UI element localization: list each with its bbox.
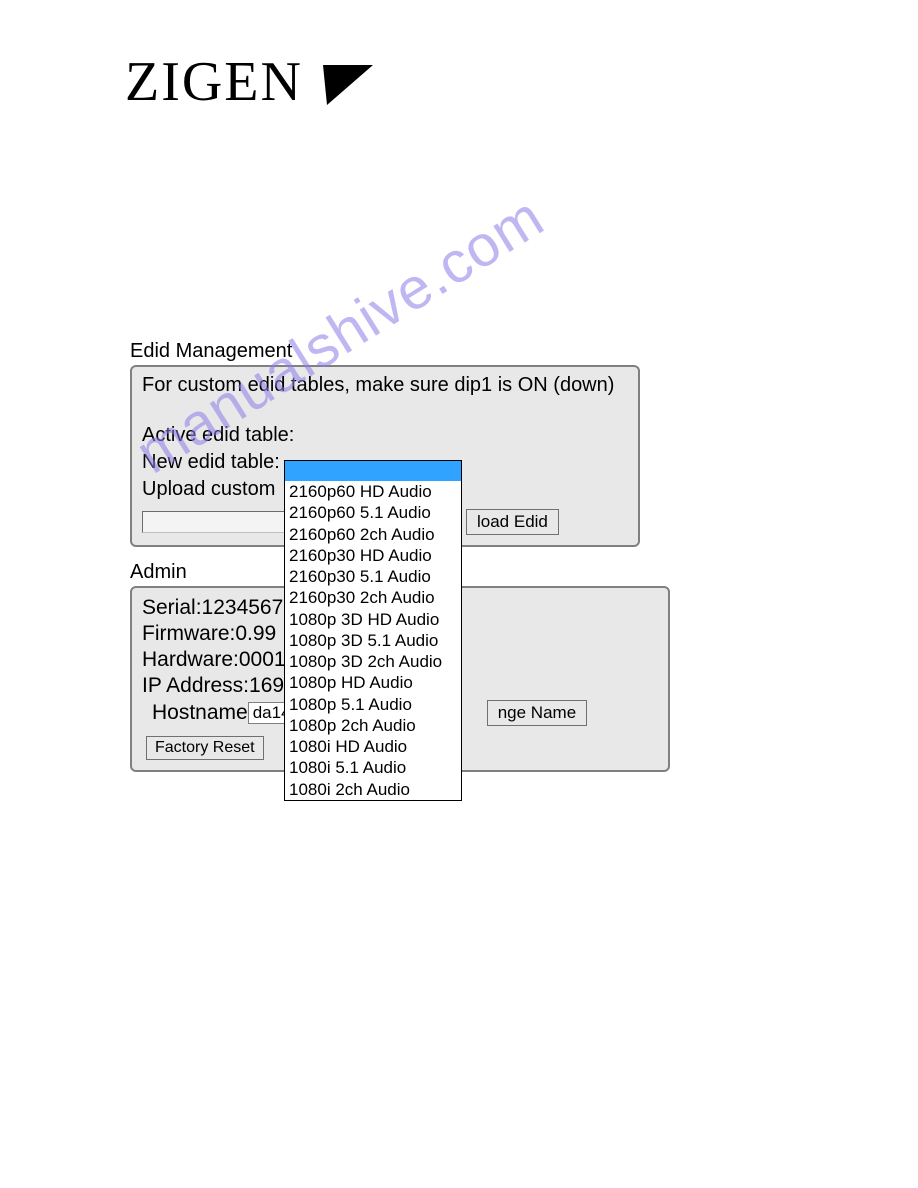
edid-dropdown[interactable]: 2160p60 HD Audio2160p60 5.1 Audio2160p60… <box>284 460 462 801</box>
svg-text:ZIGEN: ZIGEN <box>125 55 303 113</box>
dropdown-selected-blank[interactable] <box>285 461 461 481</box>
dropdown-item[interactable]: 1080p 2ch Audio <box>285 715 461 736</box>
dropdown-item[interactable]: 1080p 5.1 Audio <box>285 694 461 715</box>
dropdown-item[interactable]: 1080p 3D 5.1 Audio <box>285 630 461 651</box>
file-input[interactable] <box>142 511 292 533</box>
dropdown-item[interactable]: 2160p60 HD Audio <box>285 481 461 502</box>
change-name-button[interactable]: nge Name <box>487 700 587 726</box>
hardware-value: 0001 <box>239 648 286 671</box>
active-edid-label: Active edid table: <box>142 423 628 447</box>
hardware-label: Hardware: <box>142 648 239 671</box>
factory-reset-button[interactable]: Factory Reset <box>146 736 264 760</box>
dropdown-item[interactable]: 1080p HD Audio <box>285 672 461 693</box>
dropdown-item[interactable]: 2160p60 2ch Audio <box>285 524 461 545</box>
dropdown-item[interactable]: 2160p30 HD Audio <box>285 545 461 566</box>
upload-custom-label: Upload custom <box>142 478 275 501</box>
firmware-value: 0.99 <box>235 622 276 645</box>
dropdown-item[interactable]: 1080i 2ch Audio <box>285 779 461 800</box>
brand-logo: ZIGEN <box>125 55 375 129</box>
firmware-label: Firmware: <box>142 622 235 645</box>
new-edid-label: New edid table: <box>142 451 280 474</box>
hostname-label: Hostname <box>152 701 248 725</box>
dropdown-item[interactable]: 1080p 3D 2ch Audio <box>285 651 461 672</box>
dropdown-item[interactable]: 1080p 3D HD Audio <box>285 609 461 630</box>
dropdown-item[interactable]: 1080i HD Audio <box>285 736 461 757</box>
dropdown-item[interactable]: 2160p60 5.1 Audio <box>285 502 461 523</box>
serial-value: 12345678 <box>202 596 295 619</box>
dropdown-item[interactable]: 2160p30 5.1 Audio <box>285 566 461 587</box>
upload-edid-button[interactable]: load Edid <box>466 509 559 535</box>
serial-label: Serial: <box>142 596 202 619</box>
dropdown-item[interactable]: 2160p30 2ch Audio <box>285 587 461 608</box>
ip-label: IP Address: <box>142 674 249 697</box>
edid-instructions: For custom edid tables, make sure dip1 i… <box>142 373 628 397</box>
edid-section-title: Edid Management <box>130 340 650 363</box>
ip-value: 169 <box>249 674 284 697</box>
dropdown-item[interactable]: 1080i 5.1 Audio <box>285 757 461 778</box>
